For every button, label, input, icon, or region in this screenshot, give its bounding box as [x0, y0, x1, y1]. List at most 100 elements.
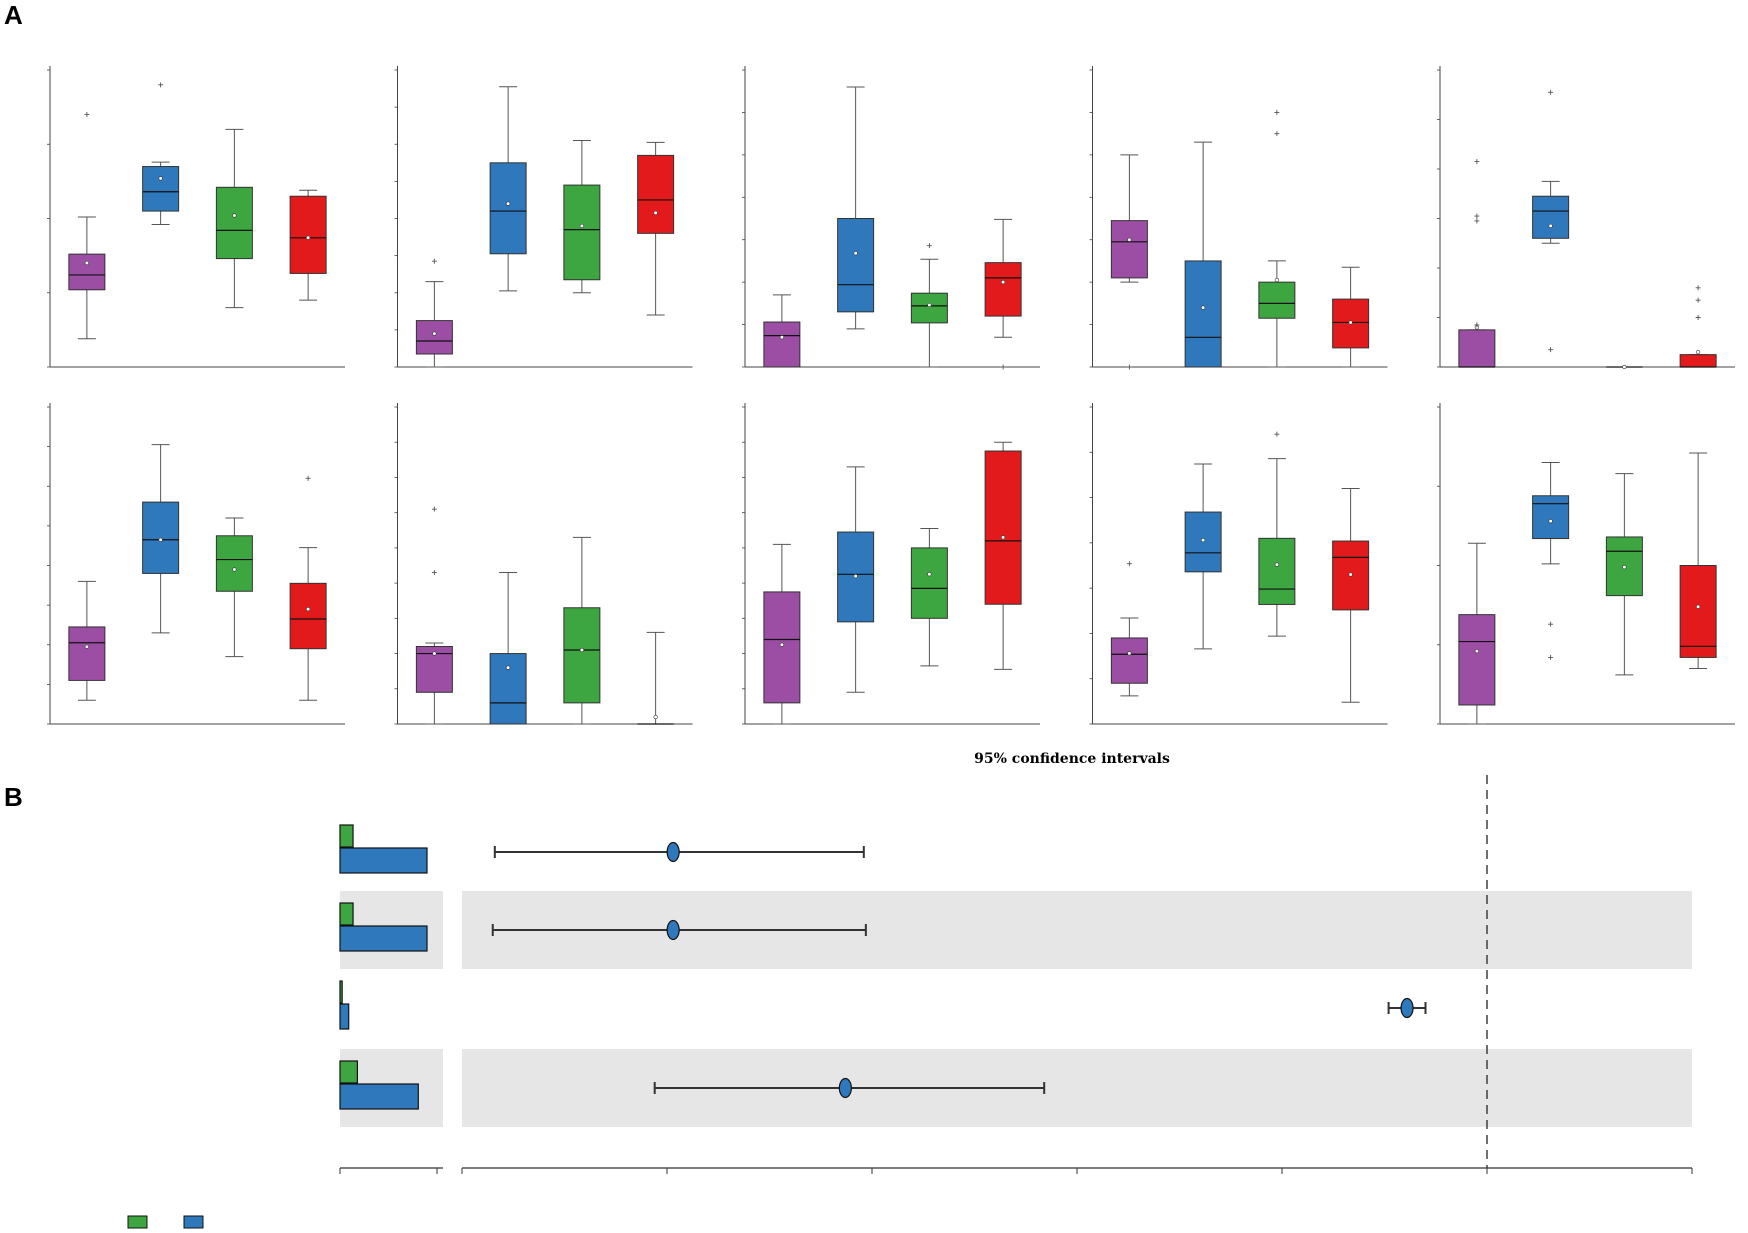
- mean-marker: [158, 176, 163, 181]
- mean-marker: [1474, 648, 1479, 654]
- outlier-marker: [1274, 109, 1280, 115]
- boxplot-panel: [47, 66, 345, 368]
- outlier-marker: [305, 475, 311, 481]
- outlier-marker: [84, 112, 90, 118]
- mean-marker: [927, 302, 932, 308]
- outlier-marker: [1548, 654, 1554, 660]
- mean-marker: [1001, 535, 1006, 540]
- mean-marker: [432, 651, 437, 656]
- box-control: [763, 591, 801, 704]
- mean-marker: [1201, 538, 1206, 543]
- mean-marker: [1127, 651, 1132, 656]
- mean-marker: [579, 223, 584, 229]
- outlier-marker: [431, 506, 437, 512]
- box-sm: [215, 535, 253, 592]
- box-control: [68, 626, 106, 681]
- box-sm: [910, 547, 948, 619]
- outlier-marker: [158, 82, 164, 88]
- mean-marker: [1201, 305, 1206, 310]
- box-control: [415, 320, 453, 355]
- mean-marker: [653, 210, 658, 216]
- box-at: [289, 582, 327, 650]
- mean-marker: [1548, 223, 1553, 229]
- box-model: [489, 162, 527, 255]
- box-model: [1184, 260, 1222, 368]
- box-sm: [215, 186, 253, 260]
- outlier-marker: [1548, 347, 1554, 353]
- outlier-marker: [1474, 218, 1480, 224]
- box-model: [142, 166, 180, 212]
- bar-sm: [339, 980, 343, 1004]
- boxplot-panel: [1089, 66, 1388, 370]
- box-control: [68, 253, 106, 291]
- box-at: [984, 262, 1022, 317]
- extended-error-bar-plot: [127, 775, 1693, 1229]
- bar-model: [339, 847, 428, 874]
- boxplot-panel: [394, 66, 693, 368]
- outlier-marker: [1000, 364, 1006, 370]
- mean-marker: [579, 647, 584, 653]
- box-control: [1458, 329, 1496, 368]
- mean-marker: [232, 567, 237, 572]
- ci-title: 95% confidence intervals: [974, 751, 1170, 767]
- outlier-marker: [1126, 364, 1132, 370]
- mean-marker: [306, 606, 311, 612]
- mean-marker: [927, 572, 932, 577]
- boxplot-panel: [1437, 403, 1735, 725]
- box-sm: [910, 292, 948, 324]
- row-shade-right: [462, 1049, 1692, 1127]
- box-at: [289, 195, 327, 274]
- panel-label-b: B: [4, 782, 23, 812]
- bar-model: [339, 1083, 419, 1110]
- outlier-marker: [1548, 89, 1554, 95]
- outlier-marker: [431, 570, 437, 576]
- outlier-marker: [1695, 297, 1701, 303]
- mean-marker: [1274, 277, 1279, 283]
- box-control: [1458, 614, 1496, 706]
- boxplot-panel: [742, 66, 1040, 370]
- panel-label-a: A: [4, 0, 23, 30]
- boxplot-panel: [47, 403, 345, 725]
- mean-marker: [84, 644, 89, 649]
- box-sm: [1258, 537, 1296, 605]
- boxplot-panel: [1089, 403, 1388, 725]
- outlier-marker: [1274, 431, 1280, 437]
- bar-model: [339, 1003, 350, 1030]
- box-model: [1532, 195, 1570, 239]
- legend-swatch-model: [183, 1215, 204, 1229]
- mean-marker: [1548, 519, 1553, 524]
- outlier-marker: [1126, 561, 1132, 567]
- mean-marker: [653, 714, 658, 720]
- box-sm: [563, 607, 601, 704]
- bar-model: [339, 925, 428, 952]
- mean-marker: [1696, 604, 1701, 609]
- box-sm: [563, 184, 601, 281]
- bar-sm: [339, 902, 354, 926]
- outlier-marker: [1474, 322, 1480, 328]
- mean-marker: [1001, 280, 1006, 285]
- outlier-marker: [1695, 285, 1701, 291]
- box-model: [837, 218, 875, 313]
- mean-marker: [158, 537, 163, 542]
- mean-marker: [432, 331, 437, 336]
- box-at: [637, 154, 675, 234]
- box-model: [837, 531, 875, 623]
- legend-swatch-sm: [127, 1215, 148, 1229]
- outlier-marker: [431, 258, 437, 264]
- mean-marker: [1622, 364, 1627, 370]
- box-sm: [1258, 281, 1296, 319]
- mean-marker: [1348, 320, 1353, 325]
- box-at: [1679, 565, 1717, 658]
- boxplot-grid: [47, 66, 1735, 725]
- outlier-marker: [926, 243, 932, 249]
- box-at: [1679, 354, 1717, 368]
- mean-marker: [853, 573, 858, 579]
- outlier-marker: [1548, 621, 1554, 627]
- difference-point: [1400, 997, 1414, 1019]
- box-model: [489, 653, 527, 725]
- mean-marker: [1696, 350, 1701, 355]
- outlier-marker: [1474, 213, 1480, 219]
- box-control: [1110, 220, 1148, 279]
- boxplot-panel: [394, 403, 693, 725]
- mean-marker: [1348, 572, 1353, 577]
